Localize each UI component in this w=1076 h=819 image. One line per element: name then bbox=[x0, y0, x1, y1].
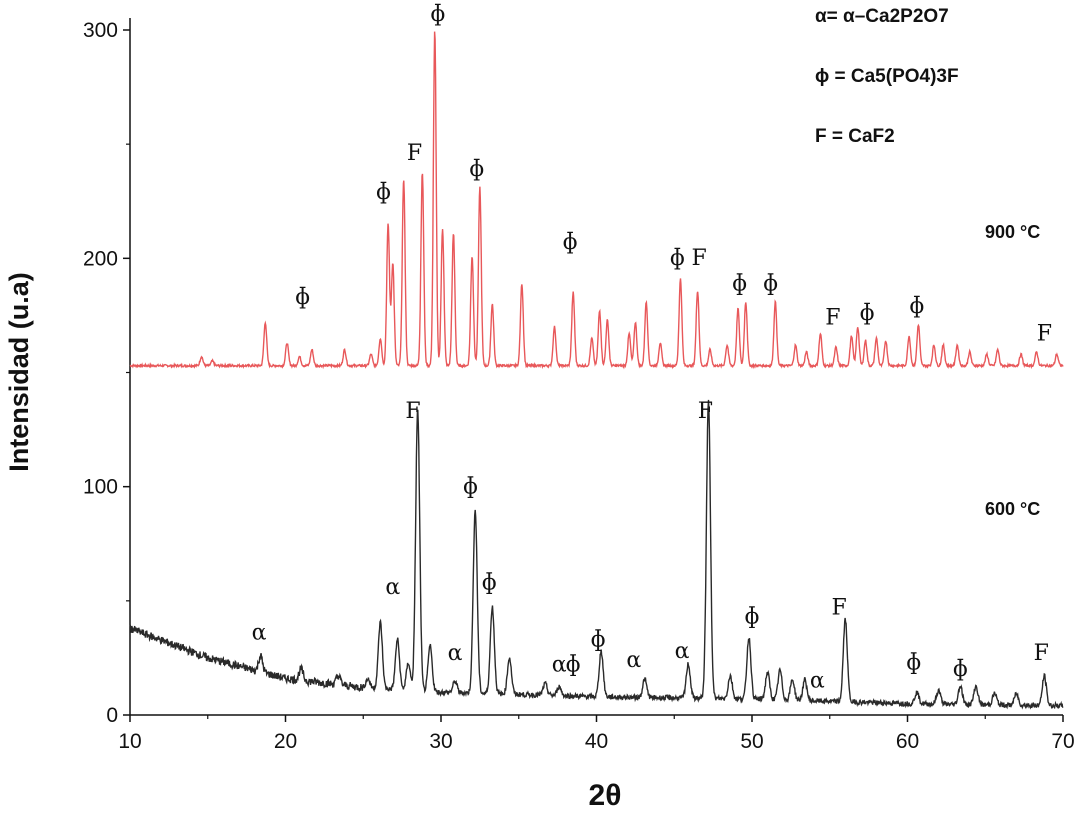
peak-annotation: ɸ bbox=[566, 653, 581, 678]
peak-annotation: ɸ bbox=[732, 271, 747, 296]
peak-annotation: ɸ bbox=[744, 605, 759, 630]
x-axis-title: 2θ bbox=[589, 779, 622, 812]
x-tick-label: 40 bbox=[585, 730, 608, 753]
peak-annotation: α bbox=[385, 575, 400, 600]
series-900-line bbox=[129, 31, 1064, 370]
peak-annotation: F bbox=[405, 399, 420, 424]
peak-annotation: ɸ bbox=[670, 246, 685, 271]
peak-annotation: α bbox=[626, 648, 641, 673]
peak-annotation: ɸ bbox=[295, 285, 310, 310]
legend-entry-f: F = CaF2 bbox=[815, 126, 895, 147]
peak-annotation: ɸ bbox=[763, 271, 778, 296]
peak-annotation: ɸ bbox=[463, 475, 478, 500]
peak-annotation: ɸ bbox=[376, 180, 391, 205]
series-label-900: 900 °C bbox=[985, 222, 1040, 242]
peak-annotation: F bbox=[698, 399, 713, 424]
x-tick-label: 70 bbox=[1051, 730, 1074, 753]
y-tick-label: 200 bbox=[83, 247, 118, 270]
legend: α= α–Ca2P2O7 ɸ = Ca5(PO4)3F F = CaF2 bbox=[815, 6, 959, 147]
peak-annotation: α bbox=[552, 653, 567, 678]
peak-annotation: ɸ bbox=[482, 570, 497, 595]
peak-annotation: ɸ bbox=[859, 301, 874, 326]
peak-annotation: ɸ bbox=[469, 157, 484, 182]
peak-annotation: F bbox=[825, 306, 840, 331]
y-tick-label: 300 bbox=[83, 19, 118, 42]
legend-entry-alpha: α= α–Ca2P2O7 bbox=[815, 6, 949, 27]
series-layer bbox=[129, 31, 1064, 710]
peak-annotation: ɸ bbox=[953, 657, 968, 682]
axes: 10 20 30 40 50 60 70 0 100 200 300 bbox=[83, 18, 1075, 753]
peak-annotation: F bbox=[1034, 641, 1049, 666]
peak-annotation: α bbox=[252, 621, 267, 646]
x-tick-label: 30 bbox=[429, 730, 452, 753]
x-tick-label: 50 bbox=[740, 730, 763, 753]
x-tick-label: 20 bbox=[274, 730, 297, 753]
peak-annotation: ɸ bbox=[906, 650, 921, 675]
y-tick-label: 100 bbox=[83, 476, 118, 499]
y-tick-label: 0 bbox=[106, 704, 118, 727]
peak-annotation: F bbox=[691, 246, 706, 271]
peak-annotation: ɸ bbox=[590, 628, 605, 653]
peak-annotation: F bbox=[1037, 322, 1052, 347]
peak-annotation: α bbox=[675, 639, 690, 664]
x-tick-label: 60 bbox=[896, 730, 919, 753]
peak-annotation: F bbox=[407, 141, 422, 166]
peak-annotation: α bbox=[448, 641, 463, 666]
peak-annotation: F bbox=[831, 596, 846, 621]
legend-entry-phi: ɸ = Ca5(PO4)3F bbox=[815, 66, 959, 87]
peak-annotation: ɸ bbox=[909, 294, 924, 319]
y-axis-title: Intensidad (u.a) bbox=[4, 272, 34, 472]
series-600-line bbox=[129, 399, 1064, 710]
peak-annotation: ɸ bbox=[562, 230, 577, 255]
series-label-600: 600 °C bbox=[985, 499, 1040, 519]
x-tick-label: 10 bbox=[118, 730, 141, 753]
peak-annotation: α bbox=[810, 669, 825, 694]
peak-annotation: ɸ bbox=[430, 2, 445, 27]
